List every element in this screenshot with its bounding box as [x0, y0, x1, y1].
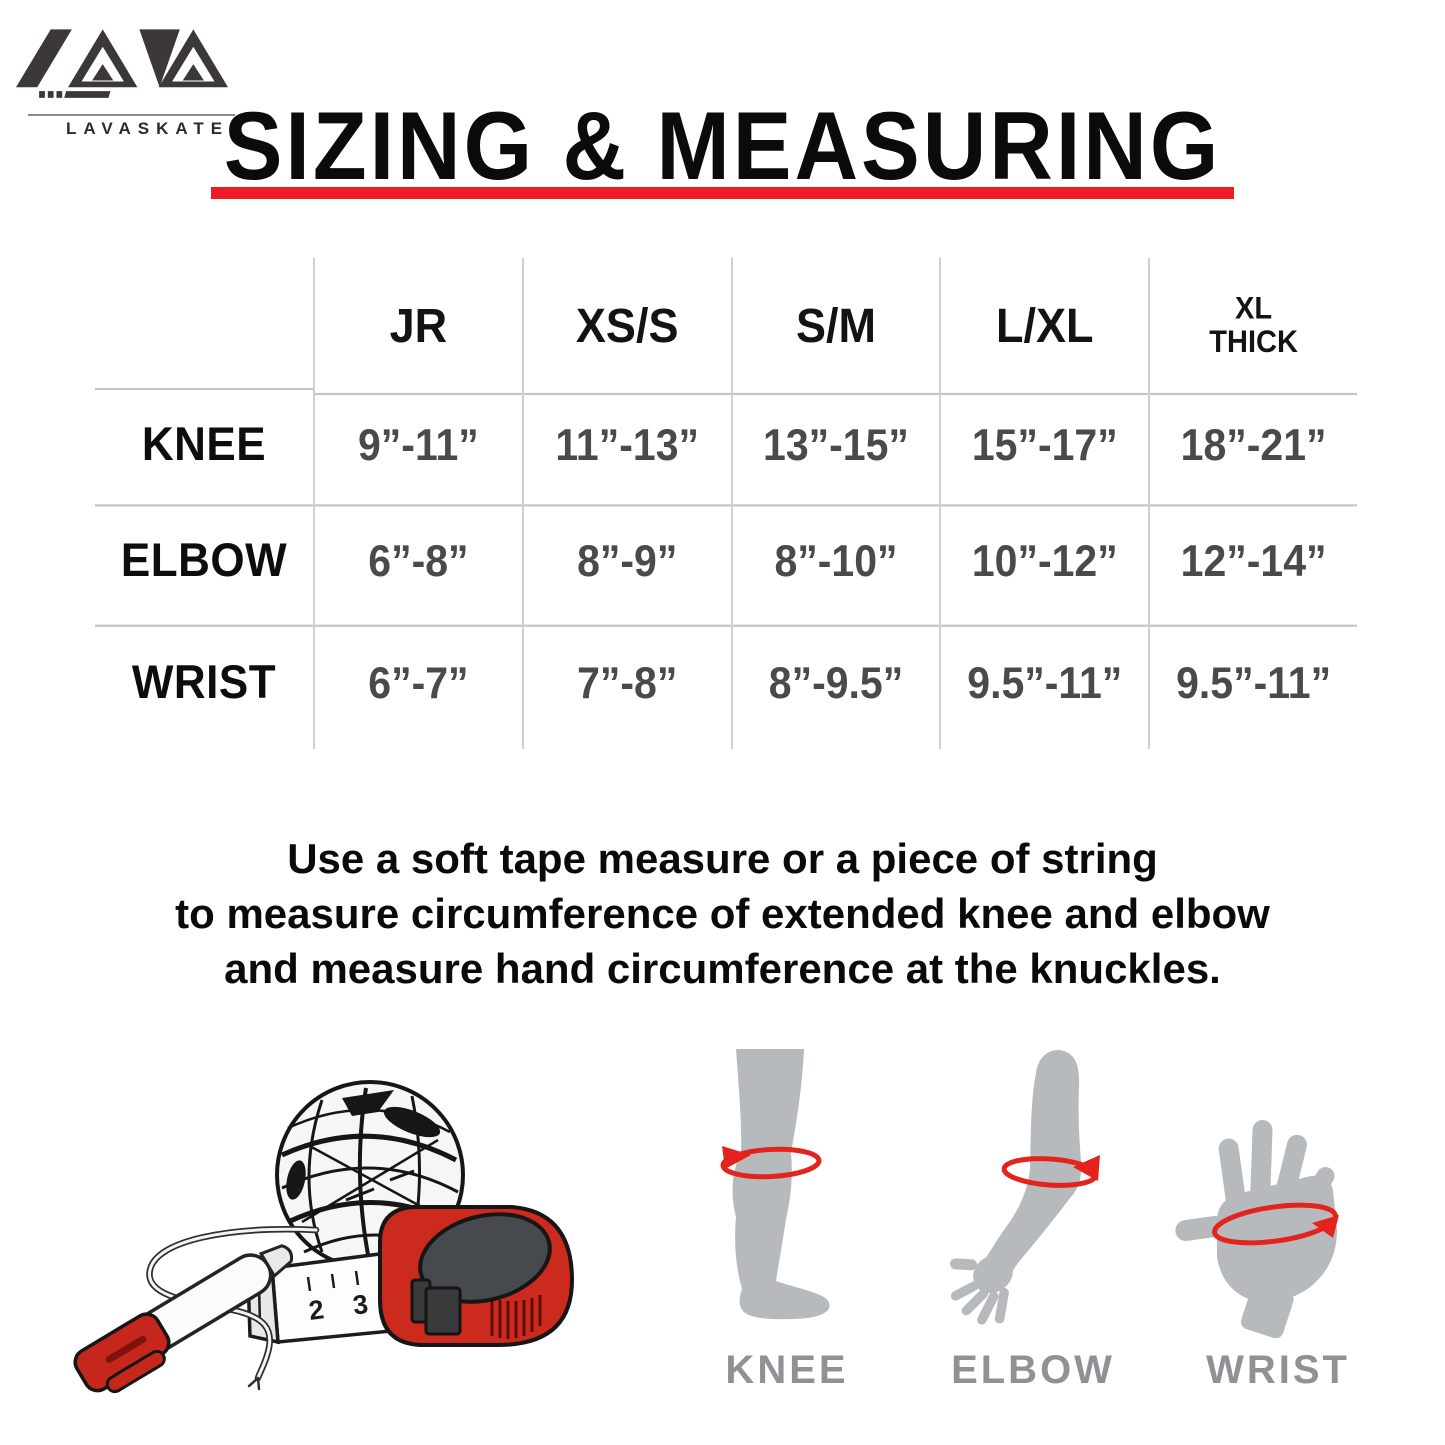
size-cell: 8”-10”: [730, 497, 940, 627]
hand-illustration: [1175, 1120, 1339, 1339]
tape-measure-illustration: 2 3 4: [246, 1205, 575, 1347]
size-cell: 15”-17”: [939, 385, 1149, 507]
logo-letter-v: [139, 29, 180, 88]
instructions: Use a soft tape measure or a piece of st…: [0, 831, 1445, 996]
instructions-line: to measure circumference of extended kne…: [175, 890, 1270, 937]
size-cell: 9.5”-11”: [939, 617, 1148, 749]
size-cell: 6”-7”: [313, 617, 522, 749]
row-label-knee: KNEE: [95, 386, 313, 507]
size-cell: 9”-11”: [313, 385, 522, 507]
knee-caption: KNEE: [725, 1348, 849, 1392]
row-label-wrist: WRIST: [131, 656, 277, 709]
size-cell: 13”-15”: [730, 385, 940, 507]
arm-illustration: [950, 1049, 1100, 1325]
instructions-line: Use a soft tape measure or a piece of st…: [287, 835, 1158, 882]
column-header-xlthick: XL THICK: [1148, 257, 1357, 396]
size-cell: 8”-9.5”: [730, 617, 940, 749]
leg-illustration: [720, 1049, 830, 1320]
table-corner: [95, 263, 313, 390]
knee-measure-arrow: [720, 1146, 822, 1180]
wrist-caption: WRIST: [1206, 1348, 1350, 1392]
size-cell: 7”-8”: [521, 617, 731, 749]
instructions-line: and measure hand circumference at the kn…: [224, 945, 1221, 992]
elbow-caption: ELBOW: [951, 1348, 1115, 1392]
page-title: SIZING & MEASURING: [223, 91, 1222, 200]
logo-letter-l: [16, 29, 72, 88]
row-label-elbow: ELBOW: [95, 497, 313, 627]
column-header-lxl: L/XL: [939, 257, 1149, 396]
elbow-measure-arrow: [1001, 1155, 1100, 1188]
size-cell: 11”-13”: [521, 385, 731, 507]
logo-subtext: LAVASKATES: [66, 119, 248, 138]
marker-pen-illustration: [73, 1244, 294, 1394]
wrist-measure-arrow: [1212, 1202, 1339, 1246]
column-header-xss: XS/S: [521, 257, 731, 396]
title-underline: [211, 187, 1234, 199]
lava-logo: [16, 29, 228, 98]
size-cell: 12”-14”: [1148, 497, 1357, 627]
size-cell: 9.5”-11”: [1148, 617, 1357, 749]
column-header-jr: JR: [313, 257, 522, 396]
size-cell: 8”-9”: [521, 497, 731, 627]
measuring-tools-illustration: 2 3 4: [73, 1080, 575, 1394]
size-cell: 10”-12”: [939, 497, 1149, 627]
size-cell: 6”-8”: [313, 497, 522, 627]
column-header-sm: S/M: [730, 257, 940, 396]
size-cell: 18”-21”: [1148, 385, 1357, 507]
logo-divider: [28, 114, 235, 116]
size-table: JR XS/S S/M L/XL XL THICK KNEE 9”-11” 11…: [95, 257, 1357, 749]
